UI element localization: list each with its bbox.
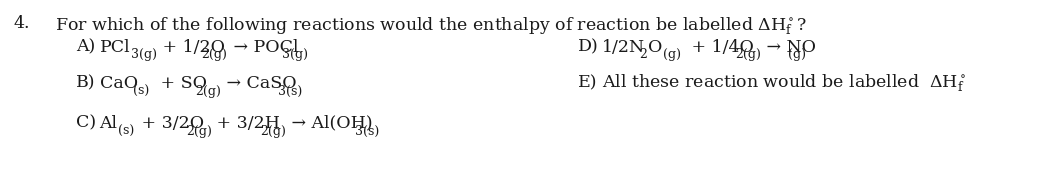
Text: 3(s): 3(s) bbox=[278, 85, 302, 98]
Text: PCl: PCl bbox=[100, 39, 130, 56]
Text: (s): (s) bbox=[119, 125, 135, 138]
Text: D): D) bbox=[579, 39, 599, 56]
Text: 3(g): 3(g) bbox=[282, 48, 307, 61]
Text: + 1/4O: + 1/4O bbox=[686, 39, 754, 56]
Text: B): B) bbox=[75, 75, 95, 92]
Text: (s): (s) bbox=[132, 85, 149, 98]
Text: + 1/2O: + 1/2O bbox=[157, 39, 225, 56]
Text: (g): (g) bbox=[662, 48, 681, 61]
Text: C): C) bbox=[75, 115, 95, 132]
Text: For which of the following reactions would the enthalpy of reaction be labelled : For which of the following reactions wou… bbox=[55, 15, 807, 37]
Text: 3(s): 3(s) bbox=[355, 125, 378, 138]
Text: + SO: + SO bbox=[155, 75, 207, 92]
Text: (g): (g) bbox=[788, 48, 806, 61]
Text: 4.: 4. bbox=[13, 15, 30, 32]
Text: Al: Al bbox=[100, 115, 118, 132]
Text: 2(g): 2(g) bbox=[195, 85, 222, 98]
Text: 2: 2 bbox=[639, 48, 647, 61]
Text: 3(g): 3(g) bbox=[130, 48, 157, 61]
Text: → Al(OH): → Al(OH) bbox=[286, 115, 372, 132]
Text: 1/2N: 1/2N bbox=[602, 39, 646, 56]
Text: + 3/2O: + 3/2O bbox=[136, 115, 205, 132]
Text: + 3/2H: + 3/2H bbox=[211, 115, 280, 132]
Text: E): E) bbox=[579, 75, 598, 92]
Text: 2(g): 2(g) bbox=[736, 48, 761, 61]
Text: CaO: CaO bbox=[100, 75, 138, 92]
Text: O: O bbox=[648, 39, 662, 56]
Text: → CaSO: → CaSO bbox=[222, 75, 297, 92]
Text: 2(g): 2(g) bbox=[201, 48, 228, 61]
Text: 2(g): 2(g) bbox=[260, 125, 286, 138]
Text: → POCl: → POCl bbox=[228, 39, 298, 56]
Text: All these reaction would be labelled  $\mathregular{\Delta H_f^\circ}$: All these reaction would be labelled $\m… bbox=[602, 73, 967, 94]
Text: A): A) bbox=[75, 39, 95, 56]
Text: 2(g): 2(g) bbox=[186, 125, 212, 138]
Text: → NO: → NO bbox=[761, 39, 815, 56]
